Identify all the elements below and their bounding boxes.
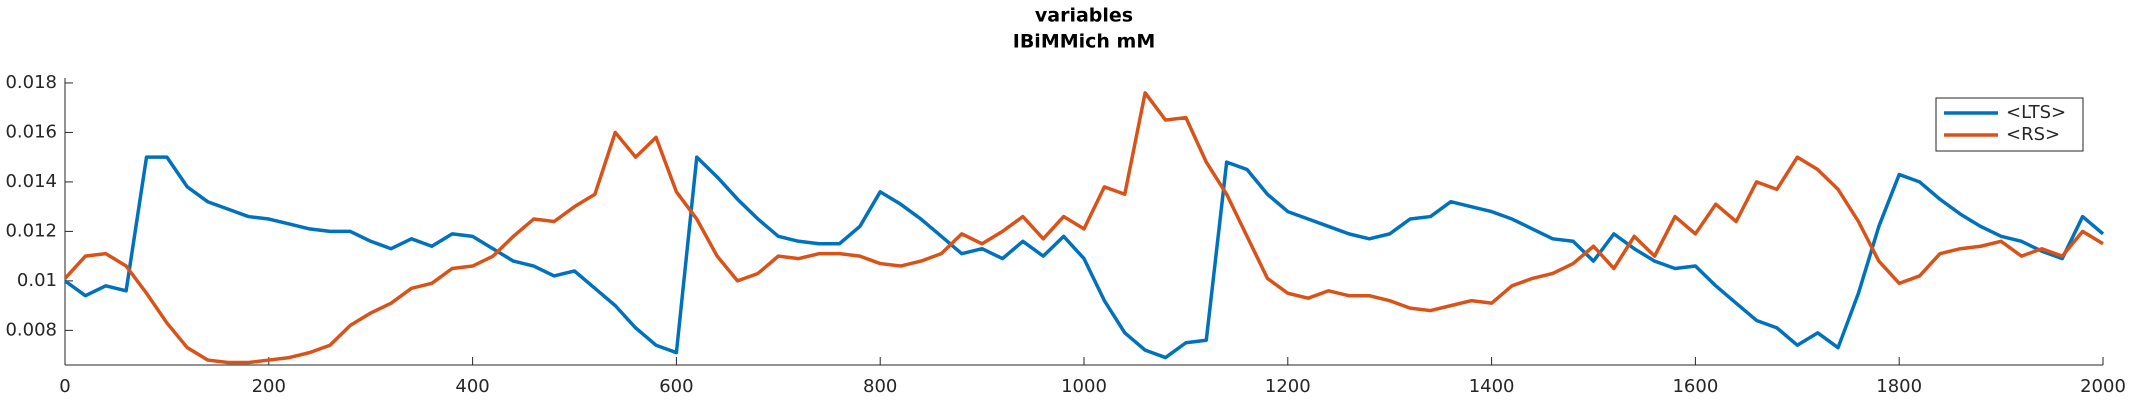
y-tick-label: 0.016 — [5, 121, 57, 142]
x-tick-label: 800 — [863, 376, 897, 397]
x-tick-label: 400 — [455, 376, 489, 397]
series-line — [63, 155, 2105, 360]
chart-subtitle: IBiMMich mM — [1013, 31, 1156, 53]
y-tick-label: 0.014 — [5, 171, 57, 192]
legend-label: <LTS> — [2006, 102, 2066, 123]
x-tick-label: 600 — [659, 376, 693, 397]
x-tick-label: 1000 — [1061, 376, 1107, 397]
x-tick-label: 2000 — [2080, 376, 2126, 397]
y-tick-label: 0.012 — [5, 220, 57, 241]
y-tick-label: 0.01 — [17, 270, 57, 291]
y-tick-label: 0.018 — [5, 72, 57, 93]
series-line — [63, 91, 2104, 365]
chart-title: variables — [1035, 5, 1133, 27]
x-tick-label: 1200 — [1265, 376, 1311, 397]
x-tick-label: 1600 — [1672, 376, 1718, 397]
x-tick-label: 200 — [252, 376, 286, 397]
x-tick-label: 0 — [59, 376, 70, 397]
legend-box — [1935, 97, 2084, 152]
x-tick-label: 1800 — [1876, 376, 1922, 397]
legend-label: <RS> — [2006, 124, 2060, 145]
x-tick-label: 1400 — [1469, 376, 1515, 397]
y-tick-label: 0.008 — [5, 319, 57, 340]
